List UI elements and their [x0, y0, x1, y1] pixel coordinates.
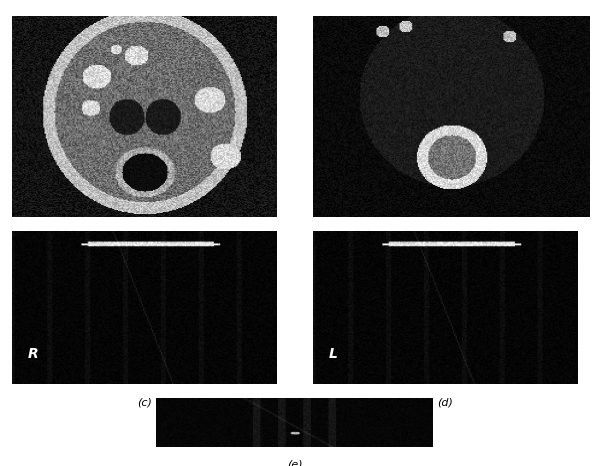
- Text: (e): (e): [287, 459, 302, 466]
- Text: L: L: [328, 347, 337, 361]
- Text: R: R: [28, 347, 38, 361]
- Text: (c): (c): [137, 397, 151, 407]
- Text: (b): (b): [443, 231, 459, 240]
- Text: (d): (d): [437, 397, 453, 407]
- Text: (a): (a): [136, 231, 152, 240]
